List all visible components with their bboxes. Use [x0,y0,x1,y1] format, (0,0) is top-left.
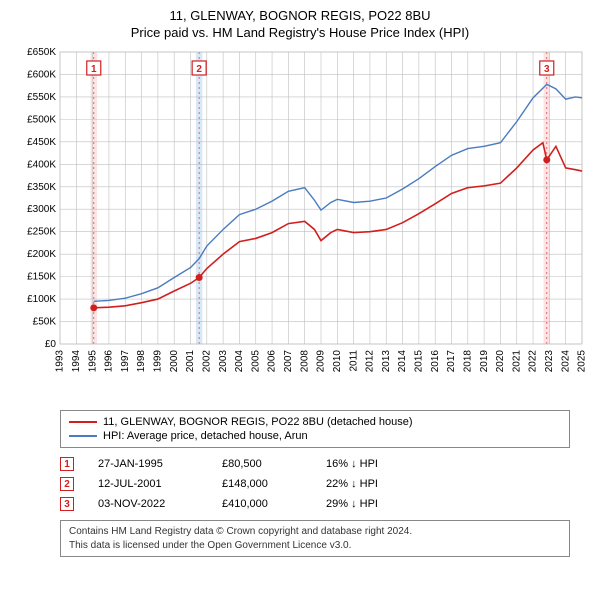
table-row: 3 03-NOV-2022 £410,000 29% ↓ HPI [60,494,570,514]
svg-text:1999: 1999 [153,350,164,373]
svg-text:2021: 2021 [511,350,522,373]
svg-text:£350K: £350K [27,182,56,193]
svg-text:£400K: £400K [27,159,56,170]
tx-price: £410,000 [222,498,302,510]
tx-marker-icon: 2 [60,477,74,491]
footer: Contains HM Land Registry data © Crown c… [60,520,570,557]
svg-text:2020: 2020 [495,350,506,373]
chart-svg: £0 £50K £100K £150K £200K £250K £300K £350K £400… [10,44,590,404]
svg-text:3: 3 [544,64,550,75]
svg-text:2023: 2023 [544,350,555,373]
legend-item: HPI: Average price, detached house, Arun [69,429,561,443]
chart-container: 11, GLENWAY, BOGNOR REGIS, PO22 8BU Pric… [0,0,600,565]
svg-text:2022: 2022 [528,350,539,373]
svg-text:£50K: £50K [33,317,57,328]
table-row: 2 12-JUL-2001 £148,000 22% ↓ HPI [60,474,570,494]
svg-text:2005: 2005 [250,350,261,373]
svg-text:2010: 2010 [332,350,343,373]
legend: 11, GLENWAY, BOGNOR REGIS, PO22 8BU (det… [60,410,570,448]
tx-diff: 16% ↓ HPI [326,458,416,470]
svg-text:1: 1 [91,64,97,75]
titles: 11, GLENWAY, BOGNOR REGIS, PO22 8BU Pric… [10,8,590,40]
svg-text:2: 2 [196,64,202,75]
svg-text:1995: 1995 [87,350,98,373]
tx-marker-icon: 1 [60,457,74,471]
tx-date: 12-JUL-2001 [98,478,198,490]
legend-item: 11, GLENWAY, BOGNOR REGIS, PO22 8BU (det… [69,415,561,429]
title-address: 11, GLENWAY, BOGNOR REGIS, PO22 8BU [10,8,590,23]
legend-label: 11, GLENWAY, BOGNOR REGIS, PO22 8BU (det… [103,416,413,428]
svg-text:£250K: £250K [27,227,56,238]
title-subtitle: Price paid vs. HM Land Registry's House … [10,25,590,40]
svg-text:£0: £0 [45,339,57,350]
tx-marker-icon: 3 [60,497,74,511]
svg-text:2002: 2002 [201,350,212,373]
tx-diff: 29% ↓ HPI [326,498,416,510]
svg-text:2001: 2001 [185,350,196,373]
svg-text:2018: 2018 [462,350,473,373]
svg-text:2016: 2016 [430,350,441,373]
svg-text:£150K: £150K [27,272,56,283]
svg-text:£200K: £200K [27,249,56,260]
tx-price: £80,500 [222,458,302,470]
svg-text:1996: 1996 [104,350,115,373]
svg-text:2007: 2007 [283,350,294,373]
svg-text:2017: 2017 [446,350,457,373]
table-row: 1 27-JAN-1995 £80,500 16% ↓ HPI [60,454,570,474]
svg-text:2011: 2011 [348,350,359,372]
svg-text:2015: 2015 [414,350,425,373]
transaction-table: 1 27-JAN-1995 £80,500 16% ↓ HPI 2 12-JUL… [60,454,570,514]
svg-text:1994: 1994 [71,350,82,373]
svg-text:1993: 1993 [55,350,66,373]
tx-date: 03-NOV-2022 [98,498,198,510]
tx-date: 27-JAN-1995 [98,458,198,470]
svg-text:2003: 2003 [218,350,229,373]
svg-text:2009: 2009 [316,350,327,373]
svg-text:2025: 2025 [577,350,588,373]
svg-text:2004: 2004 [234,350,245,373]
svg-text:2008: 2008 [299,350,310,373]
svg-text:£300K: £300K [27,204,56,215]
chart: £0 £50K £100K £150K £200K £250K £300K £350K £400… [10,44,590,404]
legend-swatch [69,421,97,423]
tx-diff: 22% ↓ HPI [326,478,416,490]
svg-text:2006: 2006 [267,350,278,373]
footer-line: Contains HM Land Registry data © Crown c… [69,525,561,539]
svg-text:£500K: £500K [27,114,56,125]
svg-text:2019: 2019 [479,350,490,373]
svg-text:£100K: £100K [27,294,56,305]
svg-text:2014: 2014 [397,350,408,373]
svg-text:2000: 2000 [169,350,180,373]
svg-text:1998: 1998 [136,350,147,373]
footer-line: This data is licensed under the Open Gov… [69,539,561,553]
svg-text:2024: 2024 [560,350,571,373]
legend-swatch [69,435,97,437]
svg-text:£450K: £450K [27,137,56,148]
legend-label: HPI: Average price, detached house, Arun [103,430,308,442]
svg-text:2013: 2013 [381,350,392,373]
svg-text:£550K: £550K [27,92,56,103]
svg-text:£600K: £600K [27,69,56,80]
svg-text:2012: 2012 [365,350,376,373]
svg-text:1997: 1997 [120,350,131,373]
tx-price: £148,000 [222,478,302,490]
svg-text:£650K: £650K [27,47,56,58]
